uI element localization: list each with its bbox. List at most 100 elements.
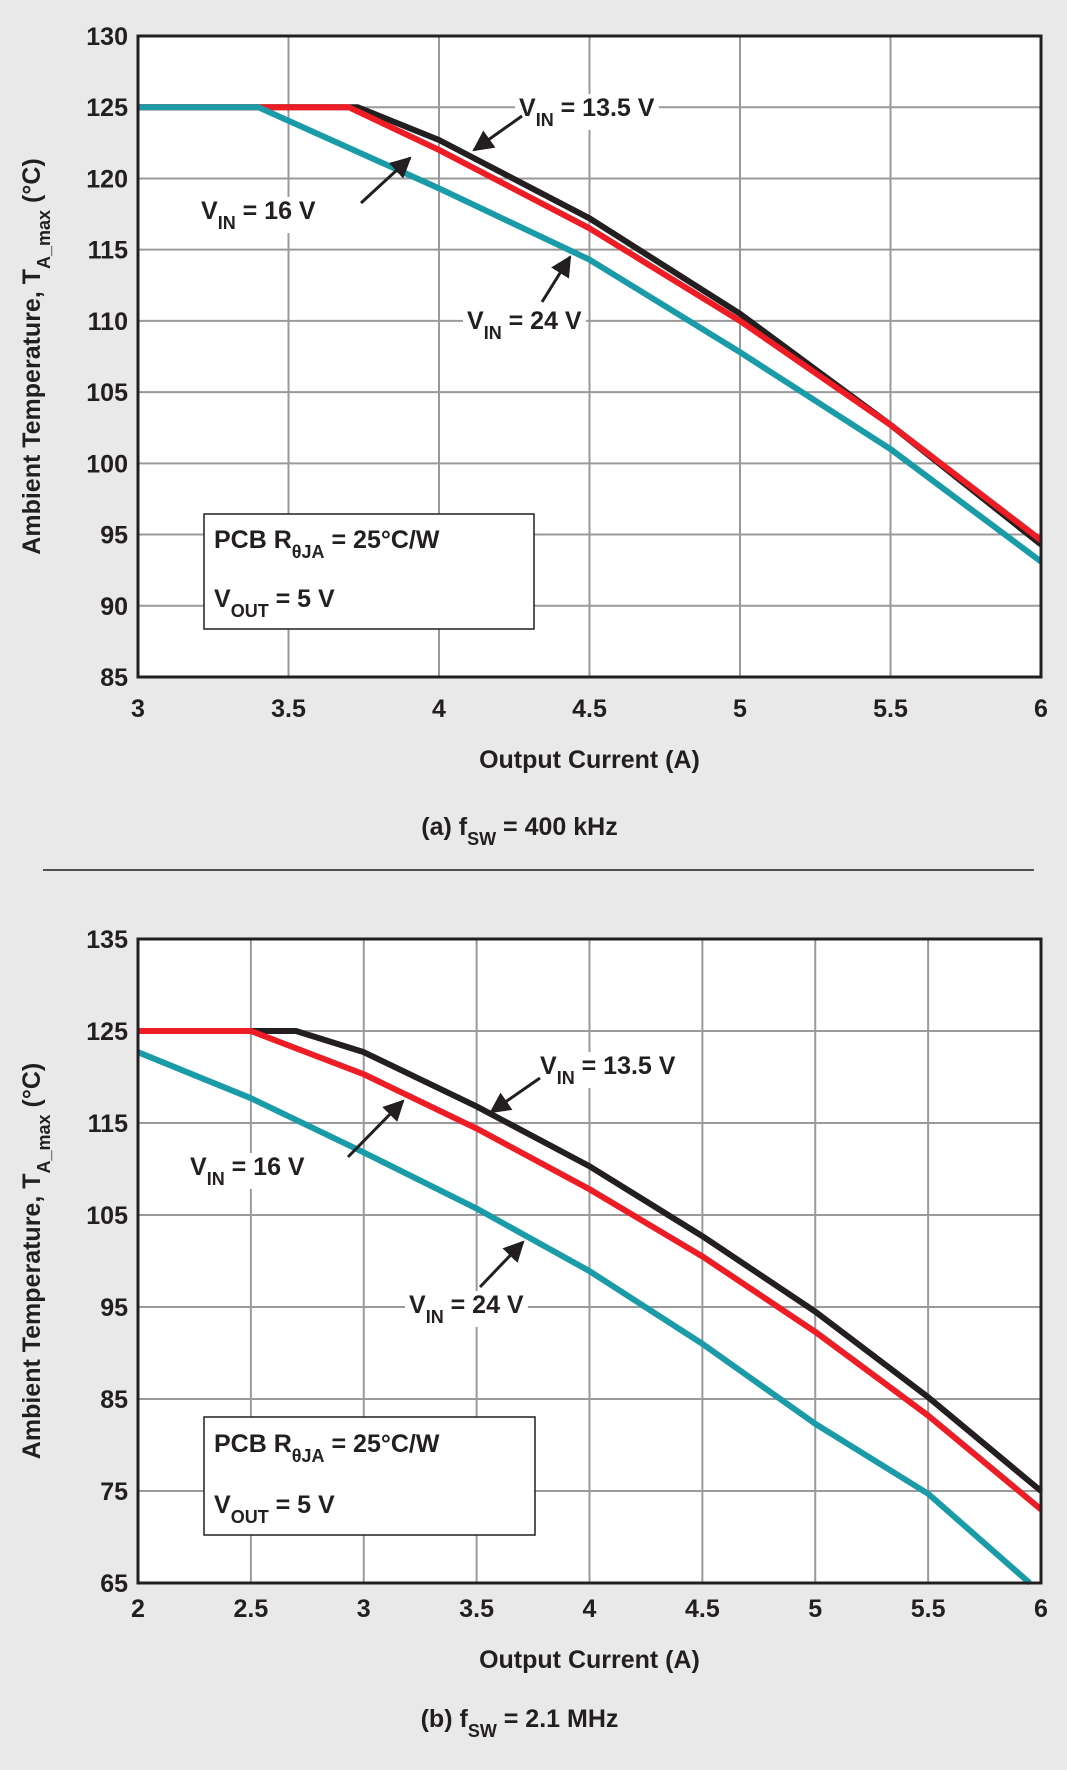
y-tick-label: 95 (100, 1294, 128, 1322)
y-axis-title-part: A_max (34, 1114, 54, 1173)
label-backdrop (515, 94, 659, 130)
caption: (b) fSW = 2.1 MHz (421, 1705, 619, 1741)
x-axis-title: Output Current (A) (479, 1646, 700, 1674)
y-tick-label: 95 (100, 522, 128, 550)
y-tick-label: 100 (86, 450, 128, 478)
y-tick-label: 125 (86, 94, 128, 122)
x-tick-label: 4 (432, 695, 446, 723)
x-tick-label: 3 (131, 695, 145, 723)
x-tick-label: 6 (1034, 1595, 1048, 1623)
note-text-part: OUT (231, 601, 269, 621)
label-arrow (346, 1099, 405, 1159)
series-label-part: IN (557, 1068, 575, 1088)
series-label-part: IN (426, 1307, 444, 1327)
label-arrow (472, 114, 523, 152)
series-label-part: = 24 V (444, 1291, 524, 1319)
label-arrow (478, 1240, 525, 1289)
label-backdrop (536, 1052, 680, 1088)
note-text: VOUT = 5 V (214, 585, 335, 621)
caption-part: = 2.1 MHz (497, 1705, 619, 1733)
label-backdrop (463, 307, 586, 343)
series-label: VIN = 24 V (467, 307, 582, 343)
y-tick-label: 115 (88, 237, 128, 265)
y-tick-label: 115 (88, 1110, 128, 1138)
series-label-part: V (467, 307, 484, 335)
label-backdrop (197, 197, 320, 233)
note-text-part: = 25°C/W (325, 1430, 440, 1458)
caption-part: SW (468, 1721, 497, 1741)
label-arrow (540, 255, 572, 303)
y-tick-label: 110 (88, 308, 128, 336)
series-label-part: V (190, 1153, 207, 1181)
y-axis-title-part: Ambient Temperature, T (18, 269, 46, 555)
x-tick-label: 2 (131, 1595, 145, 1623)
series-label: VIN = 13.5 V (519, 94, 655, 130)
x-tick-label: 6 (1034, 695, 1048, 723)
data-line (138, 1028, 1043, 1512)
note-text-part: PCB R (214, 526, 292, 554)
x-tick-label: 3.5 (459, 1595, 494, 1623)
note-text: PCB RθJA = 25°C/W (214, 526, 440, 562)
note-text-part: V (214, 585, 231, 613)
series-label-part: IN (484, 323, 502, 343)
x-tick-label: 5.5 (873, 695, 908, 723)
y-tick-label: 105 (86, 379, 128, 407)
note-text-part: = 25°C/W (325, 526, 440, 554)
data-line (138, 1028, 1043, 1494)
note-text-part: = 5 V (269, 1491, 335, 1519)
y-tick-label: 65 (100, 1570, 128, 1598)
note-box (203, 1416, 536, 1536)
y-tick-label: 125 (86, 1018, 128, 1046)
x-axis-title: Output Current (A) (479, 746, 700, 774)
y-axis-title-part: (°C) (18, 158, 46, 210)
series-label-part: = 16 V (236, 197, 316, 225)
series-label-part: IN (536, 110, 554, 130)
x-tick-label: 3 (357, 1595, 371, 1623)
caption-part: (a) f (421, 813, 468, 841)
y-tick-label: 120 (86, 165, 128, 193)
series-label-part: = 13.5 V (554, 94, 655, 122)
note-text-part: = 5 V (269, 585, 335, 613)
series-label-part: V (519, 94, 536, 122)
y-tick-label: 130 (86, 23, 128, 51)
y-tick-label: 75 (100, 1478, 128, 1506)
x-tick-label: 4.5 (572, 695, 607, 723)
plot-border (136, 34, 1043, 679)
series-label-part: V (409, 1291, 426, 1319)
x-tick-label: 4 (583, 1595, 597, 1623)
x-tick-label: 3.5 (271, 695, 306, 723)
y-axis-title: Ambient Temperature, TA_max (°C) (18, 158, 54, 554)
x-tick-label: 2.5 (233, 1595, 268, 1623)
series-label: VIN = 24 V (409, 1291, 524, 1327)
label-backdrop (186, 1153, 309, 1189)
x-tick-label: 5.5 (911, 1595, 946, 1623)
note-text: PCB RθJA = 25°C/W (214, 1430, 440, 1466)
data-line (136, 1049, 1032, 1586)
y-tick-label: 105 (86, 1202, 128, 1230)
data-line (138, 104, 1043, 565)
caption-part: SW (467, 829, 496, 849)
label-backdrop (405, 1291, 528, 1327)
y-axis-title-part: Ambient Temperature, T (18, 1174, 46, 1460)
label-arrow (489, 1076, 541, 1114)
y-axis-title-part: (°C) (18, 1063, 46, 1115)
series-label-part: = 13.5 V (575, 1052, 676, 1080)
caption: (a) fSW = 400 kHz (421, 813, 617, 849)
data-line (138, 104, 1043, 543)
note-text-part: θJA (292, 542, 325, 562)
note-text-part: V (214, 1491, 231, 1519)
label-arrow (359, 156, 412, 205)
series-label: VIN = 16 V (190, 1153, 305, 1189)
note-text-part: θJA (292, 1446, 325, 1466)
caption-part: = 400 kHz (496, 813, 618, 841)
y-axis-title-part: A_max (34, 210, 54, 269)
series-label: VIN = 16 V (201, 197, 316, 233)
y-tick-label: 135 (86, 926, 128, 954)
plot-border (136, 937, 1043, 1585)
series-label-part: IN (218, 213, 236, 233)
y-tick-label: 85 (100, 664, 128, 692)
x-tick-label: 4.5 (685, 1595, 720, 1623)
series-label-part: V (201, 197, 218, 225)
note-text: VOUT = 5 V (214, 1491, 335, 1527)
